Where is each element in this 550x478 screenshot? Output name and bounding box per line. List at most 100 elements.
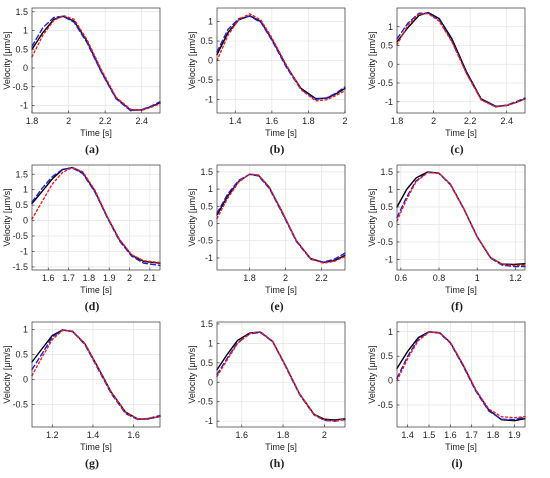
panel-caption: (f) [451, 299, 463, 313]
series-line-3 [216, 13, 346, 102]
series-line-3 [31, 14, 161, 112]
x-tick-label: 1.6 [236, 430, 249, 440]
panel-caption: (h) [270, 456, 285, 470]
plot-area [397, 165, 525, 270]
x-axis-label: Time [s] [80, 128, 112, 138]
x-tick-label: 1.4 [87, 430, 100, 440]
series-line-2 [216, 15, 346, 101]
y-tick-label: 0 [388, 376, 393, 386]
series-line-3 [31, 329, 161, 420]
x-tick-label: 1.4 [229, 116, 242, 126]
y-axis-label: Velocity [μm/s] [367, 188, 377, 246]
y-tick-label: 0.5 [380, 41, 393, 51]
panel-caption: (b) [270, 142, 285, 156]
y-tick-label: 1 [23, 185, 28, 195]
x-tick-label: 2.4 [135, 116, 148, 126]
x-tick-label: 2 [66, 116, 71, 126]
x-axis-label: Time [s] [265, 285, 297, 295]
y-tick-label: 0.5 [200, 201, 213, 211]
x-axis-label: Time [s] [445, 442, 477, 452]
panel-caption: (a) [85, 142, 99, 156]
y-tick-label: 1 [23, 325, 28, 335]
y-tick-label: 0 [208, 219, 213, 229]
x-tick-label: 2 [342, 116, 347, 126]
x-axis-label: Time [s] [445, 128, 477, 138]
y-tick-label: 0.5 [15, 350, 28, 360]
x-axis-label: Time [s] [265, 128, 297, 138]
y-axis-label: Velocity [μm/s] [187, 31, 197, 89]
chart-panel: 0.6 0.8 1 1.2 -1 -0.5 0 0.5 1 1.5 Time [s] Velocity… [367, 164, 526, 313]
x-tick-label: 0.6 [395, 273, 408, 283]
y-tick-label: 0.5 [200, 358, 213, 368]
series-line-3 [396, 12, 526, 108]
chart-panel: 1.6 1.7 1.8 1.9 2 2.1 -1.5 -1 -0.5 0 0.5 1 1.5 Time [… [2, 164, 161, 313]
y-tick-label: -0.5 [377, 78, 393, 88]
y-tick-label: 0.5 [15, 44, 28, 54]
plot-area [217, 322, 345, 427]
x-tick-label: 1.8 [83, 273, 96, 283]
axes-frame [216, 321, 346, 428]
y-tick-label: 0 [23, 216, 28, 226]
x-tick-label: 2 [431, 116, 436, 126]
x-tick-label: 1.6 [127, 430, 140, 440]
y-tick-label: 1.5 [15, 7, 28, 17]
chart-panel: 1.2 1.4 1.6 -0.5 0 0.5 1 Time [s] Velocity [μm/s… [2, 321, 161, 470]
x-axis-label: Time [s] [80, 285, 112, 295]
y-tick-label: 0.5 [380, 351, 393, 361]
x-tick-label: 1.6 [42, 273, 55, 283]
y-tick-label: -1 [205, 94, 213, 104]
x-tick-label: 2.2 [99, 116, 112, 126]
y-tick-label: 0 [208, 377, 213, 387]
series-line-2 [31, 15, 161, 112]
x-axis-label: Time [s] [265, 442, 297, 452]
panel-caption: (i) [451, 456, 462, 470]
y-tick-label: 1 [208, 338, 213, 348]
y-axis-label: Velocity [μm/s] [2, 31, 12, 89]
y-tick-label: -0.5 [377, 237, 393, 247]
x-tick-label: 2.4 [500, 116, 513, 126]
chart-panel: 1.8 2 2.2 -1 -0.5 0 0.5 1 1.5 Time [s] Velocity [μ… [187, 164, 346, 313]
x-tick-label: 2 [322, 430, 327, 440]
y-tick-label: 0.5 [15, 200, 28, 210]
x-axis-label: Time [s] [80, 442, 112, 452]
x-tick-label: 2.2 [315, 273, 328, 283]
x-tick-label: 1.8 [277, 430, 290, 440]
series-line-3 [216, 173, 346, 264]
series-line-3 [396, 172, 526, 267]
y-tick-label: 0.5 [200, 36, 213, 46]
chart-panel: 1.4 1.6 1.8 2 -1 -0.5 0 0.5 1 Time [s] Velocity [μ… [187, 7, 348, 156]
y-tick-label: 0 [208, 56, 213, 66]
y-tick-label: 1 [208, 17, 213, 27]
x-tick-label: 1.6 [266, 116, 279, 126]
y-tick-label: -1 [20, 246, 28, 256]
x-tick-label: 2 [127, 273, 132, 283]
y-tick-label: -1 [20, 101, 28, 111]
x-tick-label: 1.6 [444, 430, 457, 440]
y-axis-label: Velocity [μm/s] [187, 188, 197, 246]
y-tick-label: -0.5 [197, 75, 213, 85]
axes-frame [31, 321, 161, 428]
y-tick-label: -1 [205, 416, 213, 426]
chart-panel: 1.4 1.5 1.6 1.7 1.8 1.9 -0.5 0 0.5 1 Time [s] Veloc… [367, 321, 526, 470]
x-tick-label: 1.5 [423, 430, 436, 440]
series-line-2 [396, 331, 526, 421]
x-axis-label: Time [s] [445, 285, 477, 295]
series-line-1 [396, 11, 526, 107]
series-line-3 [31, 166, 161, 264]
y-tick-label: -0.5 [197, 236, 213, 246]
y-axis-label: Velocity [μm/s] [367, 31, 377, 89]
y-tick-label: 0 [388, 220, 393, 230]
x-tick-label: 2.1 [144, 273, 157, 283]
y-tick-label: 1.5 [200, 319, 213, 329]
plot-area [397, 322, 525, 427]
x-tick-label: 2 [283, 273, 288, 283]
panel-caption: (g) [85, 456, 99, 470]
plot-area [217, 165, 345, 270]
x-tick-label: 1.9 [103, 273, 116, 283]
y-tick-label: -0.5 [377, 400, 393, 410]
x-tick-label: 1.8 [243, 273, 256, 283]
x-tick-label: 1.2 [509, 273, 522, 283]
series-line-3 [216, 331, 346, 422]
y-tick-label: -0.5 [12, 231, 28, 241]
axes-frame [396, 7, 526, 114]
